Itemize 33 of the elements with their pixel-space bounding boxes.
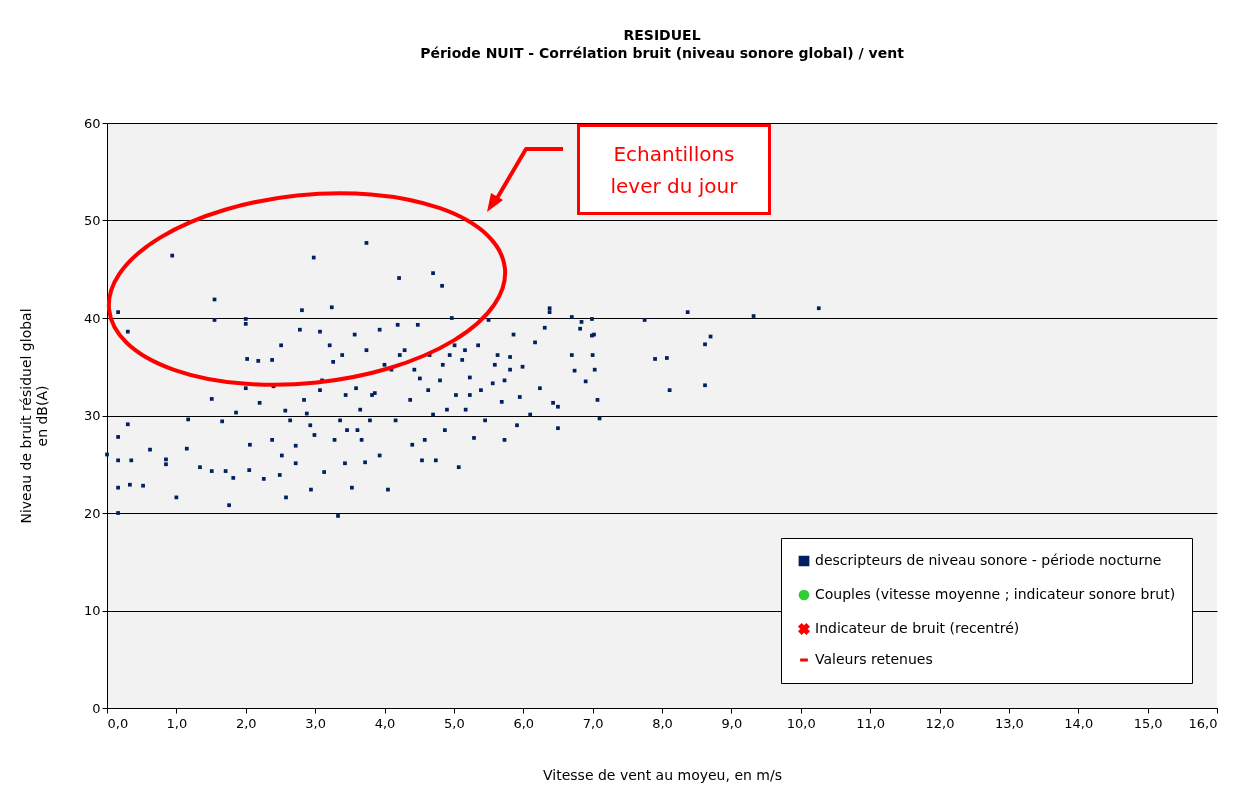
y-axis-title: Niveau de bruit résiduel global en dB(A) xyxy=(17,308,50,524)
y-tick-label: 10 xyxy=(83,603,101,618)
x-tick-label: 8,0 xyxy=(652,715,673,731)
x-tick-label: 14,0 xyxy=(1064,715,1094,731)
callout-box: Echantillons lever du jour xyxy=(577,124,771,215)
x-tick-label: 2,0 xyxy=(235,715,257,731)
x-tick-label: 0,0 xyxy=(107,715,129,731)
x-tick-label: 7,0 xyxy=(582,715,604,731)
legend-label: Indicateur de bruit (recentré) xyxy=(815,620,1020,636)
y-tick-label: 20 xyxy=(83,505,101,521)
legend-label: Couples (vitesse moyenne ; indicateur sonore brut) xyxy=(815,586,1176,602)
legend-label: descripteurs de niveau sonore - période nocturne xyxy=(815,552,1162,568)
y-tick-label: 0 xyxy=(92,700,101,716)
x-tick-label: 12,0 xyxy=(925,715,955,731)
chart-title: RESIDUEL xyxy=(623,27,701,43)
x-tick-label: 3,0 xyxy=(305,715,326,731)
chart-subtitle: Période NUIT - Corrélation bruit (niveau sonore global) / vent xyxy=(420,45,905,61)
x-tick-label: 1,0 xyxy=(166,715,188,731)
x-tick-label: 9,0 xyxy=(721,715,743,731)
x-tick-label: 15,0 xyxy=(1133,715,1163,731)
y-tick-label: 50 xyxy=(83,213,101,228)
x-tick-label: 4,0 xyxy=(374,715,396,731)
x-tick-label: 10,0 xyxy=(786,715,816,731)
y-tick-label: 40 xyxy=(83,310,101,326)
legend-label: Valeurs retenues xyxy=(815,651,933,667)
x-tick-label: 6,0 xyxy=(513,715,535,731)
x-tick-label: 13,0 xyxy=(994,715,1024,731)
y-tick-label: 30 xyxy=(83,408,101,423)
x-tick-label: 11,0 xyxy=(856,715,886,731)
x-axis-title: Vitesse de vent au moyeu, en m/s xyxy=(543,766,782,783)
x-tick-label: 16,0 xyxy=(1188,715,1218,731)
y-tick-label: 60 xyxy=(83,115,101,131)
x-tick-label: 5,0 xyxy=(444,715,465,731)
